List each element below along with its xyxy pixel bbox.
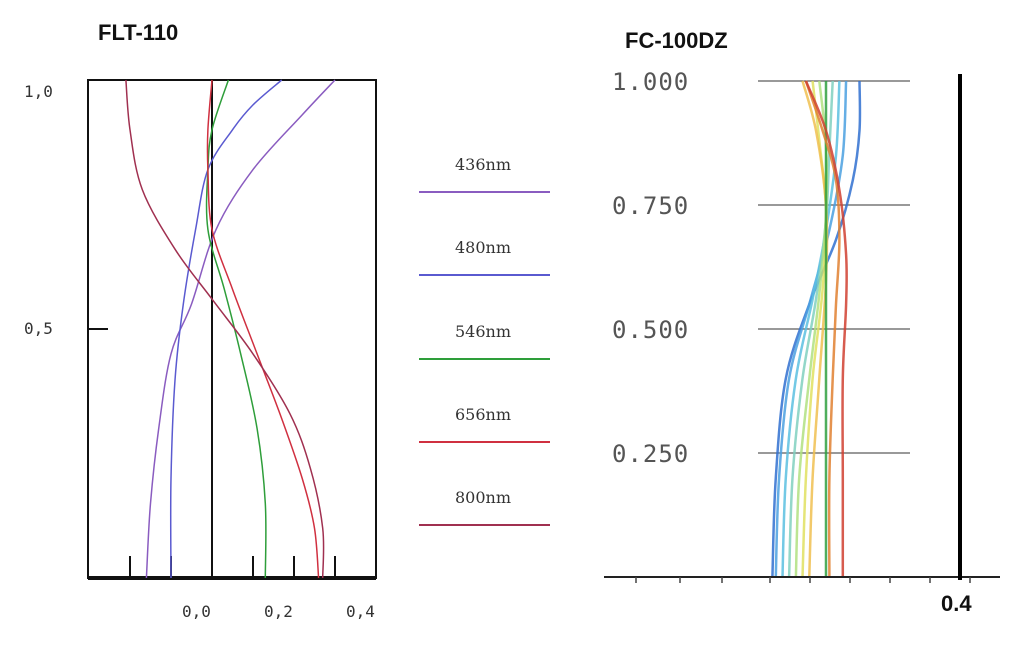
fc-100dz-series-line [804, 80, 848, 577]
flt-110-plot-frame [87, 79, 377, 579]
flt-110-series-line [145, 79, 336, 579]
fc-100dz-series-line [781, 80, 841, 578]
flt-110-y-tick-label: 0,5 [24, 319, 53, 338]
fc-100dz-title: FC-100DZ [625, 28, 728, 53]
legend-label: 546nm [455, 322, 511, 341]
legend-label: 656nm [455, 405, 511, 424]
fc-100dz-chart: FC-100DZ 0.250 0.500 0.750 1.000 0.4 [604, 28, 1000, 616]
fc-100dz-y-tick-label: 0.500 [612, 316, 689, 344]
flt-110-series-line [169, 79, 283, 579]
fc-100dz-series-line [804, 80, 841, 578]
fc-100dz-series-line [801, 80, 828, 578]
fc-100dz-y-tick-label: 0.750 [612, 192, 689, 220]
fc-100dz-y-tick-label: 0.250 [612, 440, 689, 468]
flt-110-title: FLT-110 [98, 20, 178, 45]
flt-110-series-line [125, 79, 325, 579]
flt-110-y-tick-label: 1,0 [24, 82, 53, 101]
legend-label: 480nm [455, 238, 511, 257]
flt-110-x-tick-label: 0,0 [182, 602, 211, 621]
fc-100dz-series-line [774, 80, 848, 578]
legend-label: 436nm [455, 155, 511, 174]
fc-100dz-y-tick-label: 1.000 [612, 68, 689, 96]
flt-110-series-line [205, 79, 267, 579]
flt-110-x-tick-label: 0,4 [346, 602, 375, 621]
flt-110-series-line [206, 79, 320, 579]
legend-label: 800nm [455, 488, 511, 507]
flt-110-chart: FLT-110 0,5 1,0 0,0 0,2 0,4 436nm 480nm 546nm 6… [24, 20, 550, 621]
flt-110-x-tick-label: 0,2 [264, 602, 293, 621]
fc-100dz-x-tick-label: 0.4 [941, 591, 972, 616]
